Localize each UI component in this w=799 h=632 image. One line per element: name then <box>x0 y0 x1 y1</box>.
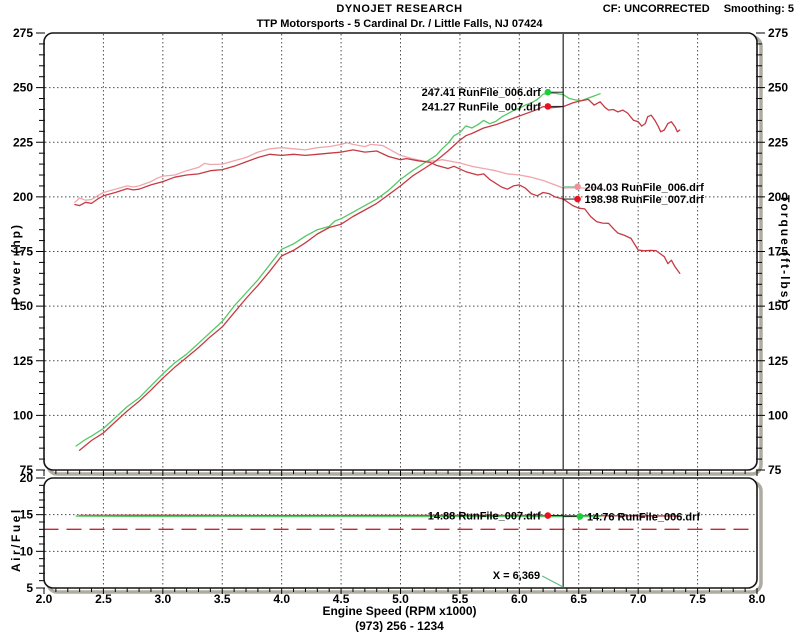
y-axis-tick-label: 175 <box>13 245 33 259</box>
plot-frame <box>43 32 758 471</box>
annotation-label[interactable]: 204.03 RunFile_006.drf <box>585 182 705 194</box>
annotation-label[interactable]: 198.98 RunFile_007.drf <box>585 194 705 206</box>
y-axis-tick-label: 125 <box>13 354 33 368</box>
series-power-runfile-007-drf <box>78 98 681 451</box>
correction-info: CF: UNCORRECTED Smoothing: 5 <box>603 3 794 15</box>
x-axis-tick-label: 2.5 <box>95 592 112 606</box>
x-axis-tick-label: 6.5 <box>570 592 587 606</box>
x-axis-title: Engine Speed (RPM x1000) <box>322 604 477 618</box>
y-axis-tick-label: 100 <box>768 408 788 422</box>
annotation-dot <box>574 183 581 191</box>
shop-address: TTP Motorsports - 5 Cardinal Dr. / Littl… <box>256 18 543 30</box>
series-air-fuel-runfile-007-drf <box>78 514 681 517</box>
y-axis-tick-label: 275 <box>768 26 788 40</box>
page-title: DYNOJET RESEARCH <box>336 3 463 15</box>
x-axis-tick-label: 6.0 <box>511 592 528 606</box>
y-axis-tick-label: 20 <box>20 471 34 485</box>
series-power-runfile-006-drf <box>75 92 601 447</box>
annotation-dot <box>544 88 552 96</box>
torque-axis-title: Torque (ft-lbs) <box>778 195 792 306</box>
series-torque-runfile-007-drf <box>74 149 681 275</box>
x-axis-tick-label: 3.5 <box>214 592 231 606</box>
y-axis-tick-label: 150 <box>13 299 33 313</box>
y-axis-tick-label: 250 <box>13 81 33 95</box>
y-axis-tick-label: 10 <box>20 544 34 558</box>
x-axis-tick-label: 2.0 <box>36 592 53 606</box>
phone-number: (973) 256 - 1234 <box>355 619 444 632</box>
series-air-fuel-runfile-006-drf <box>75 515 601 518</box>
y-axis-tick-label: 5 <box>26 581 33 595</box>
x-axis-tick-label: 7.5 <box>689 592 706 606</box>
annotation-dot <box>576 513 584 520</box>
x-axis-tick-label: 5.0 <box>392 592 409 606</box>
cursor-x-label[interactable]: X = 6,369 <box>493 570 540 582</box>
x-axis-tick-label: 4.5 <box>333 592 350 606</box>
y-axis-tick-label: 275 <box>13 26 33 40</box>
annotation-dot <box>544 512 552 519</box>
airfuel-axis-title: Air/Fuel <box>9 507 23 572</box>
annotation-label[interactable]: 14.88 RunFile_007.drf <box>428 511 541 523</box>
x-axis-tick-label: 7.0 <box>630 592 647 606</box>
x-axis-tick-label: 8.0 <box>749 592 766 606</box>
y-axis-tick-label: 75 <box>20 463 34 477</box>
cursor-connector-line <box>541 575 564 588</box>
y-axis-tick-label: 100 <box>13 408 33 422</box>
y-axis-tick-label: 225 <box>768 135 788 149</box>
x-axis-tick-label: 3.0 <box>154 592 171 606</box>
x-axis-tick-label: 4.0 <box>273 592 290 606</box>
y-axis-tick-label: 15 <box>20 508 34 522</box>
correction-factor-label: CF: UNCORRECTED <box>602 3 710 15</box>
power-axis-title: Power (hp) <box>9 223 23 305</box>
y-axis-tick-label: 200 <box>768 190 788 204</box>
annotation-dot <box>574 195 581 203</box>
y-axis-tick-label: 125 <box>768 354 788 368</box>
y-axis-tick-label: 175 <box>768 245 788 259</box>
y-axis-tick-label: 250 <box>768 81 788 95</box>
annotation-label[interactable]: 14.76 RunFile_006.drf <box>587 511 700 523</box>
annotation-dot <box>544 103 552 110</box>
annotation-label[interactable]: 241.27 RunFile_007.drf <box>422 101 542 113</box>
smoothing-label: Smoothing: 5 <box>723 3 794 15</box>
series-torque-runfile-006-drf <box>74 142 601 203</box>
y-axis-tick-label: 150 <box>768 299 788 313</box>
x-axis-tick-label: 5.5 <box>452 592 469 606</box>
y-axis-tick-label: 75 <box>768 463 782 477</box>
annotation-label[interactable]: 247.41 RunFile_006.drf <box>422 87 542 99</box>
y-axis-tick-label: 200 <box>13 190 33 204</box>
y-axis-tick-label: 225 <box>13 135 33 149</box>
plot-frame <box>43 477 758 589</box>
